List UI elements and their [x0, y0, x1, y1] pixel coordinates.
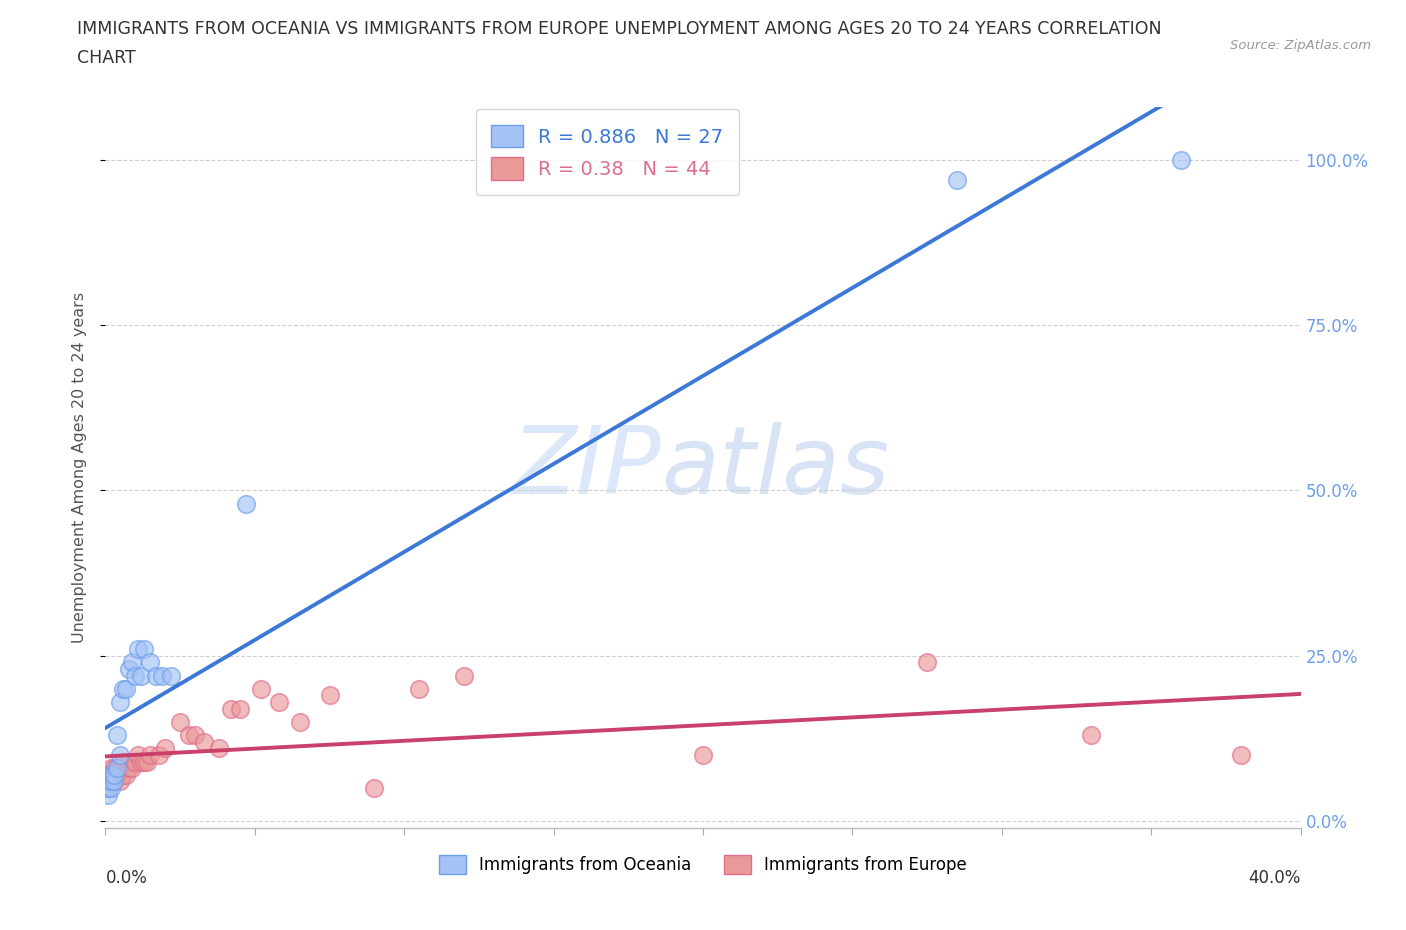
Point	[267, 695, 290, 710]
Point	[97, 767, 120, 782]
Point	[124, 754, 146, 769]
Point	[235, 497, 257, 512]
Point	[129, 754, 153, 769]
Point	[112, 682, 135, 697]
Point	[110, 748, 132, 763]
Point	[100, 780, 122, 795]
Point	[100, 774, 122, 789]
Point	[107, 761, 129, 776]
Point	[110, 761, 132, 776]
Point	[112, 754, 135, 769]
Point	[139, 655, 162, 670]
Point	[110, 774, 132, 789]
Point	[97, 780, 120, 795]
Point	[136, 754, 159, 769]
Text: Source: ZipAtlas.com: Source: ZipAtlas.com	[1230, 39, 1371, 52]
Point	[97, 774, 120, 789]
Point	[118, 754, 141, 769]
Point	[250, 682, 273, 697]
Point	[103, 774, 125, 789]
Point	[97, 787, 120, 802]
Point	[155, 741, 177, 756]
Point	[134, 754, 156, 769]
Point	[145, 668, 167, 683]
Text: atlas: atlas	[661, 422, 890, 512]
Point	[115, 767, 138, 782]
Point	[110, 695, 132, 710]
Point	[692, 748, 714, 763]
Point	[148, 748, 170, 763]
Point	[363, 780, 385, 795]
Y-axis label: Unemployment Among Ages 20 to 24 years: Unemployment Among Ages 20 to 24 years	[72, 292, 87, 643]
Point	[103, 767, 125, 782]
Point	[169, 714, 191, 729]
Point	[1170, 153, 1192, 167]
Point	[229, 701, 252, 716]
Point	[115, 682, 138, 697]
Point	[177, 727, 201, 742]
Point	[112, 767, 135, 782]
Point	[139, 748, 162, 763]
Text: ZIP: ZIP	[512, 422, 661, 512]
Point	[915, 655, 938, 670]
Point	[408, 682, 430, 697]
Point	[127, 748, 149, 763]
Point	[184, 727, 207, 742]
Point	[103, 761, 125, 776]
Point	[100, 767, 122, 782]
Point	[107, 727, 129, 742]
Point	[121, 761, 143, 776]
Point	[160, 668, 183, 683]
Point	[134, 642, 156, 657]
Point	[124, 668, 146, 683]
Point	[1080, 727, 1102, 742]
Text: 0.0%: 0.0%	[105, 870, 148, 887]
Point	[219, 701, 242, 716]
Legend: Immigrants from Oceania, Immigrants from Europe: Immigrants from Oceania, Immigrants from…	[432, 848, 974, 881]
Point	[129, 668, 153, 683]
Point	[107, 767, 129, 782]
Point	[100, 767, 122, 782]
Point	[193, 735, 215, 750]
Point	[103, 774, 125, 789]
Point	[100, 774, 122, 789]
Point	[150, 668, 173, 683]
Point	[288, 714, 311, 729]
Point	[118, 761, 141, 776]
Text: CHART: CHART	[77, 49, 136, 67]
Point	[97, 780, 120, 795]
Point	[127, 642, 149, 657]
Point	[318, 688, 340, 703]
Point	[121, 655, 143, 670]
Point	[118, 661, 141, 676]
Point	[946, 172, 969, 187]
Point	[100, 761, 122, 776]
Text: 40.0%: 40.0%	[1249, 870, 1301, 887]
Point	[103, 767, 125, 782]
Point	[107, 761, 129, 776]
Point	[208, 741, 231, 756]
Point	[1229, 748, 1253, 763]
Point	[453, 668, 475, 683]
Text: IMMIGRANTS FROM OCEANIA VS IMMIGRANTS FROM EUROPE UNEMPLOYMENT AMONG AGES 20 TO : IMMIGRANTS FROM OCEANIA VS IMMIGRANTS FR…	[77, 20, 1161, 38]
